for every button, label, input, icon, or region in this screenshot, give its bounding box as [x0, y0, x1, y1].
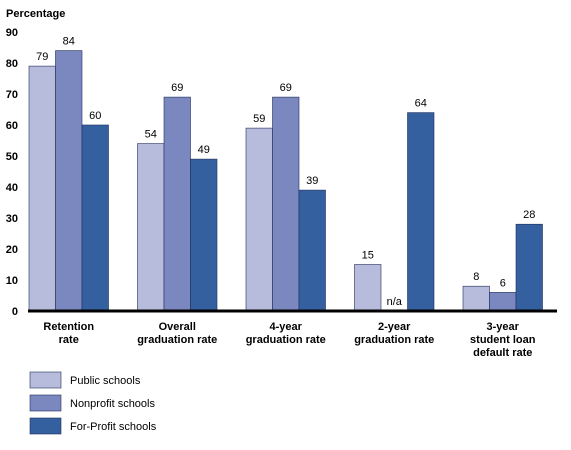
- data-label: 60: [89, 110, 101, 122]
- bar: [462, 285, 490, 312]
- y-tick-label: 70: [6, 89, 18, 101]
- bars: [28, 50, 543, 312]
- legend-swatch: [29, 371, 62, 389]
- bar: [515, 223, 543, 312]
- bar: [489, 292, 517, 312]
- data-label: 69: [280, 82, 292, 94]
- y-tick-label: 50: [6, 151, 18, 163]
- legend-label: Public schools: [70, 375, 141, 387]
- data-label: 15: [362, 250, 374, 262]
- y-tick-label: 80: [6, 58, 18, 70]
- data-label: 79: [36, 51, 48, 63]
- category-labels: Retention rate Overall graduation rate 4-yea…: [43, 321, 535, 359]
- bar: [28, 65, 56, 312]
- data-label: 64: [415, 98, 427, 110]
- bar: [245, 127, 273, 312]
- data-label: 69: [171, 82, 183, 94]
- legend-label: For-Profit schools: [70, 421, 157, 433]
- data-label: 49: [198, 144, 210, 156]
- bar: [298, 189, 326, 312]
- category-label: 4-year graduation rate: [246, 321, 326, 346]
- y-axis-title: Percentage: [6, 8, 65, 20]
- bar: [272, 96, 300, 312]
- data-label: 84: [63, 36, 75, 48]
- legend-swatch: [29, 417, 62, 435]
- y-axis-ticks: 0 10 20 30 40 50 60 70 80 90: [6, 27, 18, 318]
- category-label: Overall graduation rate: [137, 321, 217, 346]
- data-label: 59: [253, 113, 265, 125]
- data-label: n/a: [387, 296, 403, 308]
- bar: [137, 143, 165, 312]
- data-labels: 79 84 60 54 69 49 59 69 39 15 n/a 64 8 6 28: [36, 36, 535, 308]
- category-label: 2-year graduation rate: [354, 321, 434, 346]
- bar: [163, 96, 191, 312]
- y-tick-label: 40: [6, 182, 18, 194]
- legend-label: Nonprofit schools: [70, 398, 155, 410]
- y-tick-label: 20: [6, 244, 18, 256]
- bar: [354, 264, 382, 312]
- y-tick-label: 0: [12, 306, 18, 318]
- data-label: 28: [523, 209, 535, 221]
- y-tick-label: 30: [6, 213, 18, 225]
- category-label: Retention rate: [43, 321, 94, 346]
- data-label: 6: [500, 277, 506, 289]
- data-label: 54: [145, 129, 157, 141]
- y-tick-label: 90: [6, 27, 18, 39]
- legend-swatch: [29, 394, 62, 412]
- y-tick-label: 60: [6, 120, 18, 132]
- y-tick-label: 10: [6, 275, 18, 287]
- bar: [407, 112, 435, 312]
- bar: [81, 124, 109, 312]
- bar: [55, 50, 83, 312]
- category-label: 3-year student loan default rate: [470, 321, 536, 359]
- bar: [190, 158, 218, 312]
- data-label: 39: [306, 175, 318, 187]
- data-label: 8: [473, 271, 479, 283]
- legend: Public schools Nonprofit schools For-Profi…: [29, 371, 157, 435]
